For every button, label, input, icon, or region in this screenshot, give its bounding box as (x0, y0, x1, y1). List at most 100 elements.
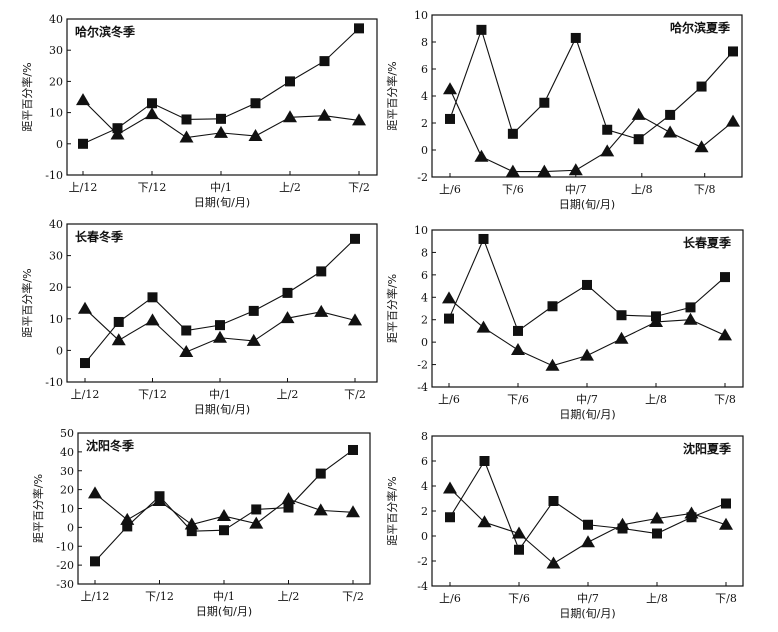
chart-panel-2: -10 0 10 20 30 40 上/12 下/12 中/1 上/2 下/2 日期(旬/月) 距平百分… (20, 218, 378, 416)
x-tick-label: 上/6 (439, 592, 461, 605)
data-point-triangle (120, 512, 135, 525)
x-tick-label: 上/8 (645, 393, 667, 406)
data-point-triangle (474, 149, 489, 162)
data-point-triangle (649, 314, 663, 327)
data-point-triangle (726, 114, 740, 127)
data-point-triangle (537, 164, 552, 177)
x-axis-label: 日期(旬/月) (194, 403, 250, 416)
y-tick-label: -10 (56, 540, 74, 553)
data-point-triangle (663, 125, 678, 138)
data-point-triangle (246, 333, 261, 346)
y-tick-label: 10 (414, 224, 428, 237)
data-point-square (219, 525, 229, 536)
data-point-square (507, 128, 518, 139)
y-tick-label: 10 (414, 9, 428, 22)
y-tick-label: 6 (421, 269, 428, 282)
data-point-square (315, 468, 326, 479)
y-tick-label: 20 (49, 281, 63, 294)
y-tick-label: 30 (60, 465, 74, 478)
y-tick-label: -2 (417, 555, 428, 568)
data-point-triangle (568, 163, 583, 176)
data-point-triangle (683, 312, 698, 325)
x-tick-label: 上/12 (69, 181, 98, 194)
data-point-square (665, 109, 676, 120)
data-point-triangle (283, 110, 297, 123)
data-point-square (147, 98, 157, 109)
panel-title: 哈尔滨冬季 (75, 24, 136, 39)
data-point-square (80, 358, 90, 369)
data-point-square (548, 496, 559, 506)
data-point-triangle (88, 486, 102, 499)
y-axis-label: 距平百分率/% (20, 268, 34, 337)
data-point-square (720, 272, 730, 283)
data-point-square (721, 498, 731, 509)
y-tick-label: 50 (60, 427, 74, 440)
data-point-triangle (719, 517, 733, 530)
y-tick-label: 20 (60, 484, 74, 497)
data-point-square (354, 23, 364, 34)
x-tick-label: 上/6 (438, 393, 460, 406)
data-point-triangle (110, 127, 125, 140)
data-point-square (282, 287, 293, 298)
y-tick-label: -4 (417, 580, 428, 593)
data-point-square (147, 292, 158, 303)
x-tick-label: 下/6 (507, 393, 529, 406)
series-line-square (94, 449, 354, 562)
y-tick-label: 0 (67, 521, 74, 534)
x-tick-label: 下/6 (502, 183, 524, 196)
y-tick-label: 40 (49, 13, 63, 26)
x-tick-label: 下/2 (348, 181, 370, 194)
y-tick-label: -4 (417, 381, 428, 394)
data-point-triangle (512, 526, 526, 539)
y-tick-label: 40 (49, 218, 63, 231)
data-point-triangle (505, 164, 520, 177)
data-point-triangle (313, 503, 328, 516)
data-point-triangle (600, 144, 615, 157)
x-tick-label: 上/6 (439, 183, 461, 196)
y-tick-label: 8 (421, 246, 428, 259)
data-point-triangle (694, 140, 709, 153)
data-point-triangle (317, 108, 332, 121)
x-tick-label: 下/8 (694, 183, 716, 196)
data-point-square (547, 301, 558, 312)
data-point-triangle (249, 516, 264, 529)
y-axis-label: 距平百分率/% (385, 274, 399, 343)
x-tick-label: 上/8 (646, 592, 668, 605)
x-axis-label: 日期(旬/月) (559, 607, 615, 620)
x-tick-label: 下/8 (715, 592, 737, 605)
x-tick-label: 中/1 (209, 388, 231, 401)
x-tick-label: 下/12 (138, 388, 167, 401)
x-tick-label: 下/8 (714, 393, 736, 406)
series-line-triangle (449, 89, 734, 173)
plot-frame (431, 435, 744, 587)
y-tick-label: 4 (421, 291, 428, 304)
data-point-square (348, 444, 358, 455)
x-axis-label: 日期(旬/月) (559, 198, 615, 211)
x-tick-label: 下/2 (342, 590, 364, 603)
x-tick-label: 上/2 (278, 590, 300, 603)
y-tick-label: 8 (421, 36, 428, 49)
data-point-triangle (179, 344, 194, 357)
plot-frame (66, 18, 378, 176)
data-point-square (445, 113, 455, 124)
data-point-square (181, 325, 192, 336)
panel-title: 沈阳夏季 (683, 441, 732, 456)
y-tick-label: 2 (421, 505, 428, 518)
x-tick-label: 下/12 (145, 590, 174, 603)
data-point-triangle (145, 107, 159, 120)
data-point-triangle (443, 481, 457, 494)
data-point-square (633, 134, 644, 145)
data-point-square (539, 97, 550, 108)
data-point-square (602, 124, 613, 135)
data-point-square (696, 81, 707, 92)
data-point-square (513, 325, 523, 336)
chart-panel-3: -4 -2 0 2 4 6 8 10 上/6 下/6 中/7 上/8 下/8 日期(旬/月) 距平百分率/%… (385, 224, 744, 421)
panel-title: 长春冬季 (75, 229, 124, 244)
data-point-triangle (111, 333, 126, 346)
data-point-triangle (314, 304, 329, 317)
plot-frame (77, 432, 371, 585)
data-point-triangle (145, 313, 160, 326)
data-point-triangle (546, 556, 561, 569)
data-point-square (78, 138, 88, 149)
data-point-square (285, 76, 295, 87)
